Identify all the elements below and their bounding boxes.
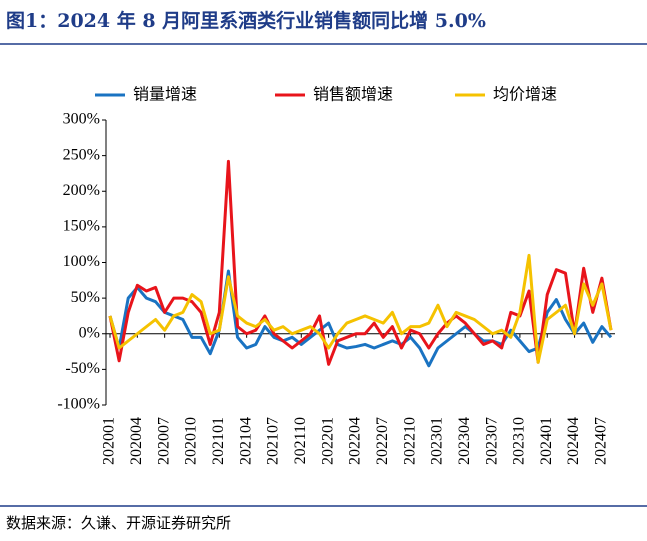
chart-title: 图1：2024 年 8 月阿里系酒类行业销售额同比增 5.0% bbox=[6, 9, 486, 32]
x-tick-label: 202401 bbox=[538, 417, 555, 465]
x-tick-label: 202207 bbox=[374, 417, 391, 465]
x-tick-label: 202201 bbox=[319, 417, 336, 465]
source: 数据来源：久谦、开源证券研究所 bbox=[6, 514, 231, 532]
series-line bbox=[108, 253, 613, 364]
series-line bbox=[108, 269, 613, 368]
x-tick-label: 202107 bbox=[265, 417, 282, 465]
y-tick-label: 250% bbox=[63, 146, 100, 163]
y-tick-label: 150% bbox=[63, 218, 100, 235]
x-tick-label: 202110 bbox=[292, 417, 309, 464]
y-tick-label: 100% bbox=[63, 253, 100, 270]
x-tick-label: 202304 bbox=[456, 417, 473, 465]
x-tick-label: 202407 bbox=[593, 417, 610, 465]
legend-label: 销量增速 bbox=[133, 85, 197, 104]
x-tick-label: 202404 bbox=[565, 417, 582, 465]
x-tick-label: 202310 bbox=[511, 417, 528, 465]
x-tick-label: 202010 bbox=[183, 417, 200, 465]
y-tick-label: -100% bbox=[57, 396, 100, 413]
legend-label: 销售额增速 bbox=[313, 85, 393, 104]
x-tick-label: 202004 bbox=[128, 417, 145, 465]
x-tick-label: 202001 bbox=[101, 417, 118, 465]
x-tick-label: 202101 bbox=[210, 417, 227, 465]
y-tick-label: -50% bbox=[65, 360, 100, 377]
y-tick-label: 200% bbox=[63, 182, 100, 199]
x-tick-label: 202204 bbox=[347, 417, 364, 465]
series-line bbox=[108, 159, 613, 366]
x-tick-label: 202104 bbox=[237, 417, 254, 465]
x-tick-label: 202210 bbox=[401, 417, 418, 465]
x-tick-label: 202301 bbox=[429, 417, 446, 465]
legend-label: 均价增速 bbox=[493, 85, 557, 104]
x-tick-label: 202007 bbox=[155, 417, 172, 465]
y-tick-label: 50% bbox=[71, 289, 100, 306]
y-tick-label: 0% bbox=[79, 324, 100, 341]
x-tick-label: 202307 bbox=[483, 417, 500, 465]
y-tick-label: 300% bbox=[63, 111, 100, 128]
